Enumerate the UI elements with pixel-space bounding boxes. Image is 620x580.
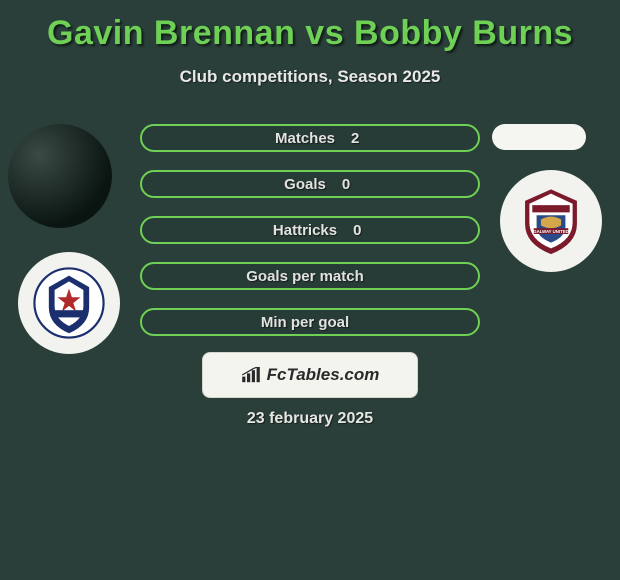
stat-right-value: 2 bbox=[341, 130, 478, 147]
bar-chart-icon bbox=[241, 367, 261, 383]
stat-row: Hattricks 0 bbox=[140, 216, 480, 244]
stat-label: Hattricks bbox=[273, 222, 343, 239]
page-title: Gavin Brennan vs Bobby Burns bbox=[0, 0, 620, 53]
club-right-crest: GALWAY UNITED bbox=[500, 170, 602, 272]
stat-row: Goals per match bbox=[140, 262, 480, 290]
drogheda-crest-icon bbox=[33, 267, 105, 339]
watermark-text: FcTables.com bbox=[267, 365, 380, 385]
stat-label: Goals per match bbox=[246, 268, 370, 285]
stat-label: Goals bbox=[284, 176, 332, 193]
stats-list: Matches 2 Goals 0 Hattricks 0 Goals per … bbox=[140, 124, 480, 354]
player-right-avatar bbox=[492, 124, 586, 150]
svg-text:GALWAY UNITED: GALWAY UNITED bbox=[533, 229, 568, 234]
stat-row: Min per goal bbox=[140, 308, 480, 336]
galway-crest-icon: GALWAY UNITED bbox=[515, 185, 587, 257]
player-left-avatar bbox=[8, 124, 112, 228]
stat-row: Goals 0 bbox=[140, 170, 480, 198]
watermark: FcTables.com bbox=[202, 352, 418, 398]
club-left-crest bbox=[18, 252, 120, 354]
stat-row: Matches 2 bbox=[140, 124, 480, 152]
stat-label: Matches bbox=[275, 130, 341, 147]
stat-right-value: 0 bbox=[343, 222, 478, 239]
subtitle: Club competitions, Season 2025 bbox=[0, 67, 620, 87]
date: 23 february 2025 bbox=[0, 410, 620, 428]
stat-label: Min per goal bbox=[261, 314, 355, 331]
stat-right-value: 0 bbox=[332, 176, 478, 193]
